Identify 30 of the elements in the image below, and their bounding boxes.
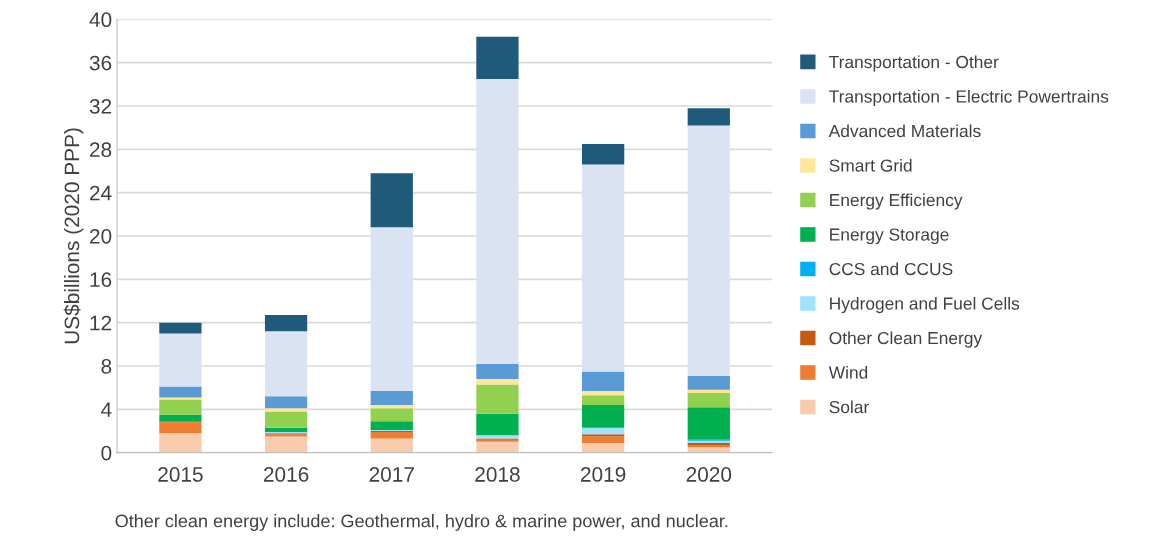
legend-label: Hydrogen and Fuel Cells [830,296,1020,314]
x-tick-label: 2020 [686,467,732,482]
legend-label: Transportation - Other [829,55,999,72]
x-tick-label: 2018 [475,467,520,482]
legend-label: CCS and CCUS [829,262,953,276]
text: Other clean energy include: Geothermal, hydro & marine power, and nuclear. [115,514,728,531]
y-tick-label: 36 [89,55,112,71]
x-tick-label: 2015 [158,467,203,482]
x-tick-label: 2019 [580,467,626,482]
legend-label: Transportation - Electric Powertrains [829,89,1109,107]
y-tick-label: 28 [90,142,112,158]
y-axis-title: US$billions (2020 PPP) [63,128,84,344]
y-tick-label: 8 [101,358,112,374]
x-tick-label: 2016 [263,467,309,482]
y-tick-label: 40 [89,12,112,28]
y-tick-label: 24 [90,185,112,201]
legend-label: Wind [828,365,868,379]
y-tick-label: 20 [90,228,112,244]
legend-label: Other Clean Energy [829,331,983,348]
y-tick-label: 12 [90,315,112,331]
legend-label: Solar [829,400,869,414]
x-tick-label: 2017 [369,467,414,482]
y-tick-label: 0 [101,445,112,461]
legend-label: Energy Storage [830,228,949,245]
legend-label: Smart Grid [829,158,912,172]
y-tick-label: 32 [89,98,112,114]
legend-label: Advanced Materials [828,124,981,138]
y-tick-label: 4 [101,402,112,417]
legend-label: Energy Efficiency [830,193,963,210]
y-tick-label: 16 [90,272,112,288]
